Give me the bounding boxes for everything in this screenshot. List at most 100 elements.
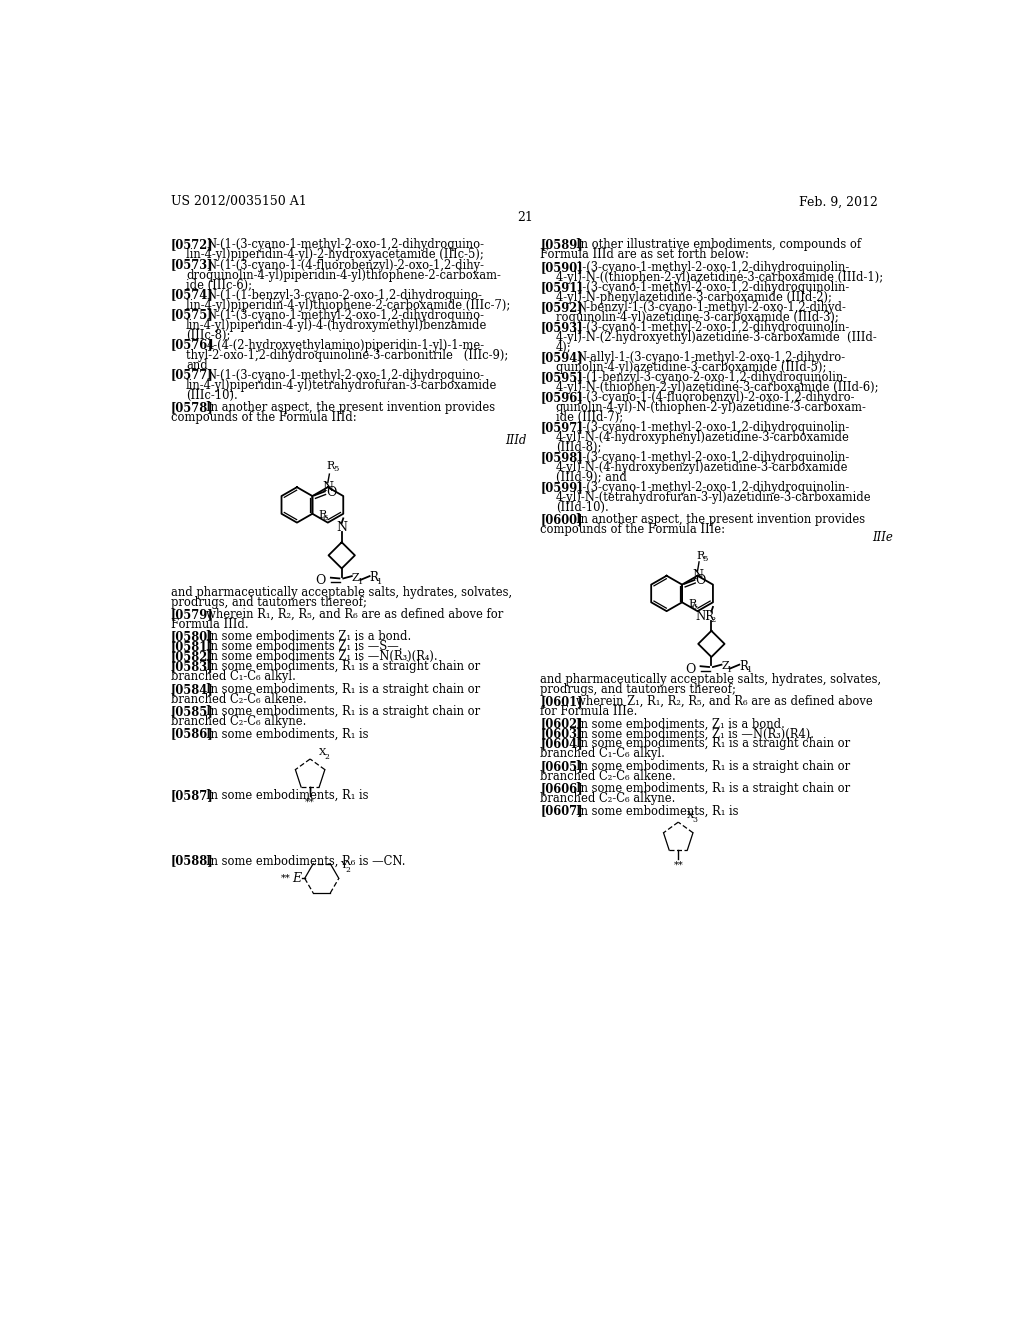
Text: (IIId-8);: (IIId-8); [556,441,601,454]
Text: 4-yl)-N-(4-hydroxyphenyl)azetidine-3-carboxamide: 4-yl)-N-(4-hydroxyphenyl)azetidine-3-car… [556,430,850,444]
Text: wherein R₁, R₂, R₅, and R₆ are as defined above for: wherein R₁, R₂, R₅, and R₆ are as define… [206,609,504,622]
Text: 6: 6 [692,603,697,611]
Text: for Formula IIIe.: for Formula IIIe. [541,705,638,718]
Text: quinolin-4-yl)azetidine-3-carboxamide (IIId-5);: quinolin-4-yl)azetidine-3-carboxamide (I… [556,360,826,374]
Text: [0599]: [0599] [541,480,583,494]
Text: Y: Y [340,862,347,870]
Text: [0577]: [0577] [171,368,213,381]
Text: In another aspect, the present invention provides: In another aspect, the present invention… [575,513,865,527]
Text: **: ** [305,797,315,807]
Text: wherein Z₁, R₁, R₂, R₅, and R₆ are as defined above: wherein Z₁, R₁, R₂, R₅, and R₆ are as de… [575,696,872,708]
Text: 1-(3-cyano-1-methyl-2-oxo-1,2-dihydroquinolin-: 1-(3-cyano-1-methyl-2-oxo-1,2-dihydroqui… [575,261,850,273]
Text: Formula IIId.: Formula IIId. [171,618,248,631]
Text: ide (IIIc-6);: ide (IIIc-6); [186,279,252,292]
Text: [0594]: [0594] [541,351,583,364]
Text: [0587]: [0587] [171,789,213,803]
Text: branched C₂-C₆ alkyne.: branched C₂-C₆ alkyne. [541,792,676,805]
Text: X: X [318,748,327,758]
Text: 1-(1-benzyl-3-cyano-2-oxo-1,2-dihydroquinolin-: 1-(1-benzyl-3-cyano-2-oxo-1,2-dihydroqui… [575,371,848,384]
Text: 4);: 4); [556,341,571,354]
Text: R: R [370,572,379,585]
Text: 1-(3-cyano-1-methyl-2-oxo-1,2-dihydroquinolin-: 1-(3-cyano-1-methyl-2-oxo-1,2-dihydroqui… [575,451,850,465]
Text: [0596]: [0596] [541,391,583,404]
Text: [0588]: [0588] [171,854,213,867]
Text: **: ** [674,861,683,870]
Text: [0605]: [0605] [541,760,583,772]
Text: 1: 1 [357,578,362,586]
Text: 4-yl)-N-(4-hydroxybenzyl)azetidine-3-carboxamide: 4-yl)-N-(4-hydroxybenzyl)azetidine-3-car… [556,461,848,474]
Text: [0580]: [0580] [171,631,213,643]
Text: [0603]: [0603] [541,727,583,741]
Text: N-(1-(1-benzyl-3-cyano-2-oxo-1,2-dihydroquino-: N-(1-(1-benzyl-3-cyano-2-oxo-1,2-dihydro… [206,289,482,301]
Text: N-(1-(3-cyano-1-(4-fluorobenzyl)-2-oxo-1,2-dihy-: N-(1-(3-cyano-1-(4-fluorobenzyl)-2-oxo-1… [206,259,484,272]
Text: O: O [315,574,326,587]
Text: 1-(3-cyano-1-methyl-2-oxo-1,2-dihydroquinolin-: 1-(3-cyano-1-methyl-2-oxo-1,2-dihydroqui… [575,321,850,334]
Text: compounds of the Formula IIIe:: compounds of the Formula IIIe: [541,524,725,536]
Text: lin-4-yl)piperidin-4-yl)tetrahydrofuran-3-carboxamide: lin-4-yl)piperidin-4-yl)tetrahydrofuran-… [186,379,498,392]
Text: In another aspect, the present invention provides: In another aspect, the present invention… [206,401,496,414]
Text: In some embodiments, R₆ is —CN.: In some embodiments, R₆ is —CN. [206,854,406,867]
Text: R: R [318,511,327,520]
Text: O: O [326,486,336,499]
Text: thyl-2-oxo-1,2-dihydroquinoline-3-carbonitrile   (IIIc-9);: thyl-2-oxo-1,2-dihydroquinoline-3-carbon… [186,348,508,362]
Text: [0586]: [0586] [171,727,213,741]
Text: 1: 1 [746,667,752,675]
Text: N-(1-(3-cyano-1-methyl-2-oxo-1,2-dihydroquino-: N-(1-(3-cyano-1-methyl-2-oxo-1,2-dihydro… [206,239,484,252]
Text: In other illustrative embodiments, compounds of: In other illustrative embodiments, compo… [575,239,861,252]
Text: [0601]: [0601] [541,696,583,708]
Text: and: and [186,359,208,372]
Text: **: ** [282,874,291,883]
Text: (IIIc-10).: (IIIc-10). [186,388,238,401]
Text: In some embodiments Z₁ is a bond.: In some embodiments Z₁ is a bond. [206,631,412,643]
Text: [0576]: [0576] [171,339,213,351]
Text: N-benzyl-1-(3-cyano-1-methyl-2-oxo-1,2-dihyd-: N-benzyl-1-(3-cyano-1-methyl-2-oxo-1,2-d… [575,301,846,314]
Text: [0592]: [0592] [541,301,583,314]
Text: N-allyl-1-(3-cyano-1-methyl-2-oxo-1,2-dihydro-: N-allyl-1-(3-cyano-1-methyl-2-oxo-1,2-di… [575,351,845,364]
Text: [0590]: [0590] [541,261,583,273]
Text: In some embodiments, R₁ is a straight chain or: In some embodiments, R₁ is a straight ch… [575,781,850,795]
Text: 21: 21 [517,211,532,224]
Text: [0602]: [0602] [541,718,583,730]
Text: R: R [696,550,705,561]
Text: In some embodiments, R₁ is: In some embodiments, R₁ is [575,804,738,817]
Text: branched C₂-C₆ alkyne.: branched C₂-C₆ alkyne. [171,715,306,729]
Text: In some embodiments, R₁ is a straight chain or: In some embodiments, R₁ is a straight ch… [575,738,850,751]
Text: [0575]: [0575] [171,309,213,322]
Text: IIId: IIId [506,434,526,447]
Text: [0593]: [0593] [541,321,583,334]
Text: prodrugs, and tautomers thereof;: prodrugs, and tautomers thereof; [171,595,367,609]
Text: roquinolin-4-yl)azetidine-3-carboxamide (IIId-3);: roquinolin-4-yl)azetidine-3-carboxamide … [556,312,839,323]
Text: [0591]: [0591] [541,281,583,294]
Text: 4-yl)-N-((thiophen-2-yl)azetidine-3-carboxamide (IIId-1);: 4-yl)-N-((thiophen-2-yl)azetidine-3-carb… [556,271,883,284]
Text: [0597]: [0597] [541,421,583,434]
Text: In some embodiments Z₁ is —N(R₃)(R₄).: In some embodiments Z₁ is —N(R₃)(R₄). [206,651,438,664]
Text: In some embodiments, R₁ is a straight chain or: In some embodiments, R₁ is a straight ch… [575,760,850,772]
Text: 4-yl)-N-(2-hydroxyethyl)azetidine-3-carboxamide  (IIId-: 4-yl)-N-(2-hydroxyethyl)azetidine-3-carb… [556,331,877,345]
Text: 4-yl)-N-(thiophen-2-yl)azetidine-3-carboxamide (IIId-6);: 4-yl)-N-(thiophen-2-yl)azetidine-3-carbo… [556,381,879,393]
Text: lin-4-yl)piperidin-4-yl)thiophene-2-carboxamide (IIIc-7);: lin-4-yl)piperidin-4-yl)thiophene-2-carb… [186,298,510,312]
Text: 1: 1 [727,667,733,675]
Text: compounds of the Formula IIId:: compounds of the Formula IIId: [171,411,356,424]
Text: 1-(3-cyano-1-methyl-2-oxo-1,2-dihydroquinolin-: 1-(3-cyano-1-methyl-2-oxo-1,2-dihydroqui… [575,480,850,494]
Text: branched C₁-C₆ alkyl.: branched C₁-C₆ alkyl. [171,671,296,684]
Text: E: E [293,871,301,884]
Text: (IIIc-8);: (IIIc-8); [186,329,230,342]
Text: 1: 1 [377,578,382,586]
Text: 2: 2 [711,616,716,624]
Text: O: O [695,574,706,587]
Text: US 2012/0035150 A1: US 2012/0035150 A1 [171,195,306,209]
Text: [0604]: [0604] [541,738,583,751]
Text: In some embodiments, Z₁ is —N(R₃)(R4).: In some embodiments, Z₁ is —N(R₃)(R4). [575,727,814,741]
Text: [0578]: [0578] [171,401,213,414]
Text: and pharmaceutically acceptable salts, hydrates, solvates,: and pharmaceutically acceptable salts, h… [171,586,512,599]
Text: [0581]: [0581] [171,640,213,653]
Text: [0584]: [0584] [171,682,213,696]
Text: In some embodiments, R₁ is: In some embodiments, R₁ is [206,789,369,803]
Text: In some embodiments, R₁ is: In some embodiments, R₁ is [206,727,369,741]
Text: 1-(3-cyano-1-methyl-2-oxo-1,2-dihydroquinolin-: 1-(3-cyano-1-methyl-2-oxo-1,2-dihydroqui… [575,421,850,434]
Text: quinolin-4-yl)-N-(thiophen-2-yl)azetidine-3-carboxam-: quinolin-4-yl)-N-(thiophen-2-yl)azetidin… [556,401,866,414]
Text: [0607]: [0607] [541,804,583,817]
Text: lin-4-yl)piperidin-4-yl)-4-(hydroxymethyl)benzamide: lin-4-yl)piperidin-4-yl)-4-(hydroxymethy… [186,318,487,331]
Text: 1-(3-cyano-1-(4-fluorobenzyl)-2-oxo-1,2-dihydro-: 1-(3-cyano-1-(4-fluorobenzyl)-2-oxo-1,2-… [575,391,855,404]
Text: [0606]: [0606] [541,781,583,795]
